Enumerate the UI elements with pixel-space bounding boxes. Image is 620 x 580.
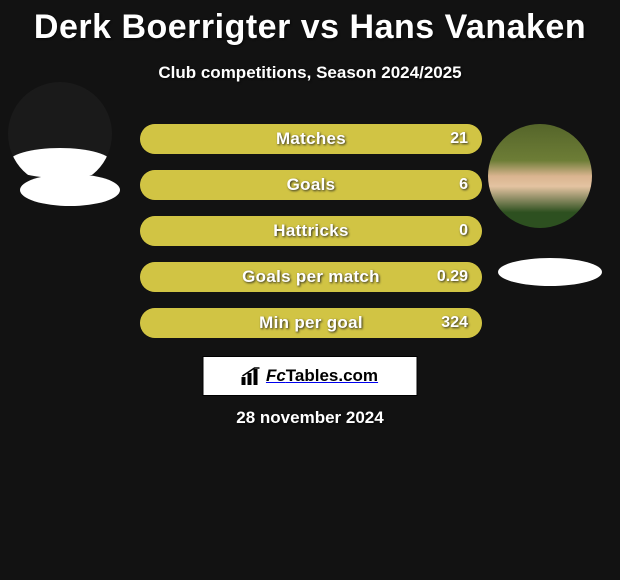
stat-value-right: 6 xyxy=(459,170,468,200)
stat-label: Goals per match xyxy=(140,262,482,292)
stat-row: Hattricks 0 xyxy=(140,216,482,246)
stat-label: Goals xyxy=(140,170,482,200)
stat-value-right: 324 xyxy=(441,308,468,338)
page-title: Derk Boerrigter vs Hans Vanaken xyxy=(0,0,620,47)
stat-row: Goals per match 0.29 xyxy=(140,262,482,292)
name-blob-right xyxy=(498,258,602,286)
stat-row: Min per goal 324 xyxy=(140,308,482,338)
stat-value-right: 0 xyxy=(459,216,468,246)
name-blob-left xyxy=(20,174,120,206)
stat-label: Matches xyxy=(140,124,482,154)
fctables-logo-link[interactable]: FcTables.com xyxy=(203,356,418,396)
stat-row: Matches 21 xyxy=(140,124,482,154)
stat-row: Goals 6 xyxy=(140,170,482,200)
stat-label: Min per goal xyxy=(140,308,482,338)
logo-text: FcTables.com xyxy=(266,366,378,386)
bar-chart-icon xyxy=(242,367,262,385)
avatar-player-right xyxy=(488,124,592,228)
avatar-player-left xyxy=(8,82,112,186)
stats-bars: Matches 21 Goals 6 Hattricks 0 Goals per… xyxy=(140,124,482,354)
stat-value-right: 21 xyxy=(450,124,468,154)
stat-value-right: 0.29 xyxy=(437,262,468,292)
date-label: 28 november 2024 xyxy=(0,408,620,428)
subtitle: Club competitions, Season 2024/2025 xyxy=(0,63,620,83)
stat-label: Hattricks xyxy=(140,216,482,246)
